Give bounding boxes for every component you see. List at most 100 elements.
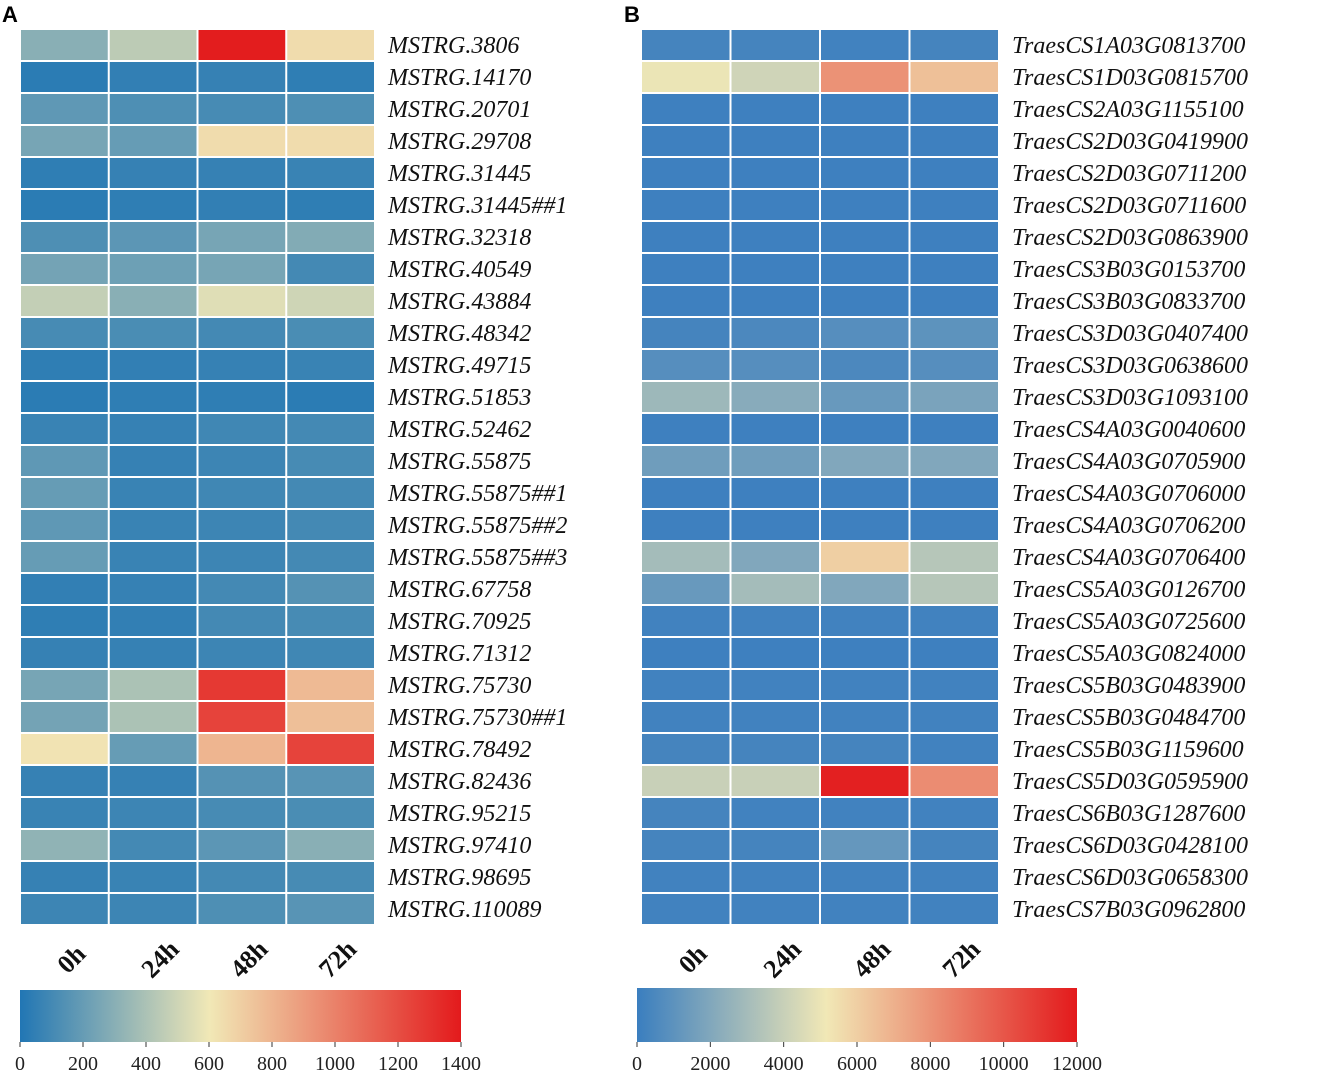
heatmap-cell — [642, 542, 730, 572]
row-label: MSTRG.67758 — [387, 577, 531, 603]
row-label: TraesCS4A03G0706200 — [1012, 513, 1245, 539]
heatmap-cell — [109, 702, 197, 732]
column-label: 0h — [673, 939, 713, 979]
column-label: 48h — [847, 934, 896, 983]
row-label: MSTRG.43884 — [387, 289, 531, 315]
heatmap-cell — [198, 190, 286, 220]
heatmap-cell — [642, 126, 730, 156]
heatmap-cell — [910, 542, 998, 572]
heatmap-cell — [910, 158, 998, 188]
heatmap-cell — [821, 318, 909, 348]
heatmap-cell — [821, 478, 909, 508]
heatmap-cell — [21, 190, 108, 220]
heatmap-cell — [731, 542, 819, 572]
heatmap-cell — [642, 446, 730, 476]
heatmap-cell — [731, 862, 819, 892]
heatmap-cell — [731, 446, 819, 476]
heatmap-cell — [109, 478, 197, 508]
heatmap-cell — [287, 542, 374, 572]
heatmap-cell — [821, 30, 909, 60]
row-label: MSTRG.31445 — [387, 161, 531, 187]
colorbar-tick-label: 2000 — [690, 1053, 730, 1075]
heatmap-cell — [287, 190, 374, 220]
heatmap-cell — [731, 670, 819, 700]
colorbar — [20, 990, 461, 1042]
heatmap-cell — [21, 638, 108, 668]
colorbar-tick-label: 1400 — [441, 1053, 481, 1075]
heatmap-cell — [109, 30, 197, 60]
heatmap-cell — [109, 894, 197, 924]
heatmap-cell — [21, 62, 108, 92]
heatmap-cell — [287, 606, 374, 636]
row-label: TraesCS6B03G1287600 — [1012, 801, 1245, 827]
heatmap-cell — [821, 414, 909, 444]
heatmap-cell — [109, 94, 197, 124]
row-label: MSTRG.3806 — [387, 33, 519, 59]
heatmap-cell — [198, 734, 286, 764]
colorbar-tick-label: 200 — [68, 1053, 98, 1075]
heatmap-cell — [198, 94, 286, 124]
heatmap-cell — [821, 254, 909, 284]
heatmap-cell — [910, 30, 998, 60]
heatmap-cell — [21, 382, 108, 412]
heatmap-cell — [21, 414, 108, 444]
row-label: TraesCS2D03G0863900 — [1012, 225, 1248, 251]
heatmap-cell — [198, 318, 286, 348]
row-label: MSTRG.55875 — [387, 449, 531, 475]
row-label: TraesCS6D03G0428100 — [1012, 833, 1248, 859]
heatmap-cell — [731, 798, 819, 828]
heatmap-cell — [642, 894, 730, 924]
heatmap-cell — [198, 638, 286, 668]
row-label: TraesCS4A03G0706400 — [1012, 545, 1245, 571]
row-label: TraesCS5A03G0126700 — [1012, 577, 1245, 603]
heatmap-cell — [821, 190, 909, 220]
heatmap-cell — [642, 734, 730, 764]
heatmap-cell — [910, 574, 998, 604]
heatmap-cell — [198, 62, 286, 92]
heatmap-cell — [21, 574, 108, 604]
heatmap-cell — [198, 670, 286, 700]
heatmap-cell — [109, 190, 197, 220]
heatmap-cell — [287, 446, 374, 476]
heatmap-cell — [731, 350, 819, 380]
heatmap-cell — [642, 670, 730, 700]
row-label: TraesCS2D03G0711200 — [1012, 161, 1246, 187]
row-label: MSTRG.71312 — [387, 641, 531, 667]
colorbar-tick-label: 8000 — [910, 1053, 950, 1075]
row-label: MSTRG.49715 — [387, 353, 531, 379]
heatmap-cell — [21, 606, 108, 636]
heatmap-cell — [642, 62, 730, 92]
heatmap-cell — [821, 222, 909, 252]
colorbar-tick-label: 0 — [632, 1053, 642, 1075]
column-label: 48h — [224, 934, 273, 983]
heatmap-cell — [821, 830, 909, 860]
heatmap-cell — [109, 798, 197, 828]
heatmap-cell — [821, 798, 909, 828]
heatmap-cell — [731, 254, 819, 284]
heatmap-cell — [642, 574, 730, 604]
heatmap-cell — [642, 766, 730, 796]
heatmap-cell — [21, 478, 108, 508]
heatmap-cell — [109, 62, 197, 92]
heatmap-cell — [731, 382, 819, 412]
heatmap-cell — [287, 830, 374, 860]
row-label: MSTRG.55875##1 — [387, 481, 567, 507]
row-label: TraesCS4A03G0040600 — [1012, 417, 1245, 443]
heatmap-cell — [910, 62, 998, 92]
heatmap-cell — [287, 798, 374, 828]
heatmap-cell — [21, 94, 108, 124]
heatmap-cell — [821, 286, 909, 316]
row-label: TraesCS5D03G0595900 — [1012, 769, 1248, 795]
heatmap-cell — [821, 350, 909, 380]
heatmap-cell — [109, 382, 197, 412]
heatmap-cell — [198, 350, 286, 380]
colorbar-tick-label: 800 — [257, 1053, 287, 1075]
row-label: MSTRG.97410 — [387, 833, 531, 859]
heatmap-cell — [821, 734, 909, 764]
heatmap-cell — [642, 94, 730, 124]
row-label: TraesCS3D03G0638600 — [1012, 353, 1248, 379]
heatmap-cell — [910, 830, 998, 860]
heatmap-cell — [287, 894, 374, 924]
heatmap-cell — [642, 254, 730, 284]
colorbar-tick-label: 1200 — [378, 1053, 418, 1075]
